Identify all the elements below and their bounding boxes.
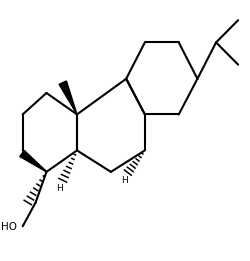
Text: H: H [56, 184, 63, 193]
Text: H: H [121, 176, 128, 185]
Polygon shape [59, 81, 77, 114]
Polygon shape [20, 150, 46, 172]
Text: HO: HO [1, 222, 17, 233]
